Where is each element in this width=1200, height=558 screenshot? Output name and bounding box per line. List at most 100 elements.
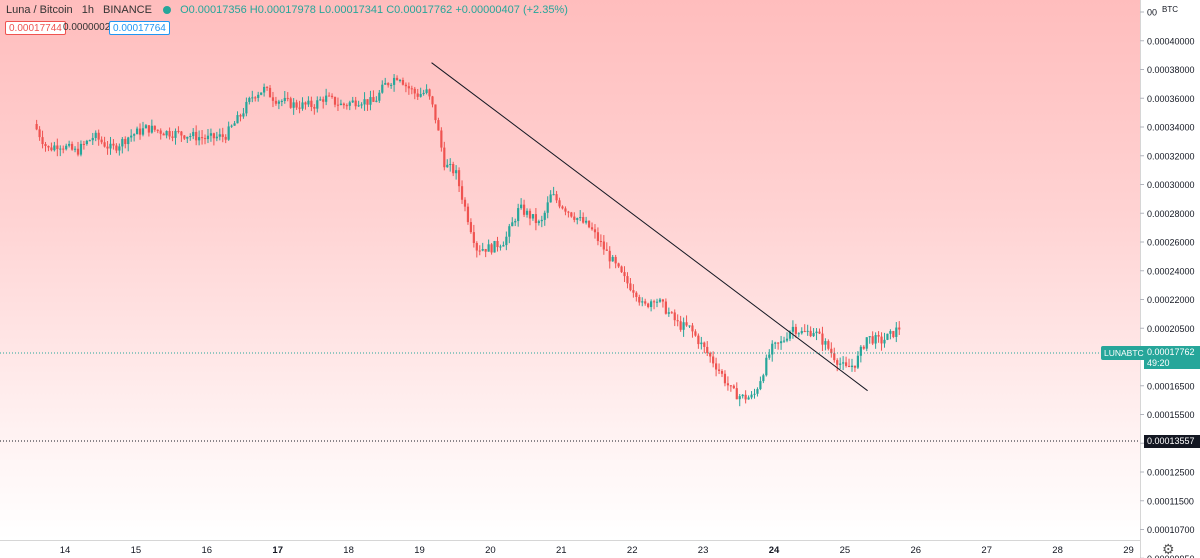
candle-body: [198, 137, 201, 141]
price-tick-label: 0.00038000: [1147, 65, 1195, 75]
candle-body: [703, 342, 706, 347]
candle-body: [818, 331, 821, 334]
candle-body: [522, 204, 526, 215]
change-value: +0.00000407 (+2.35%): [455, 4, 568, 16]
candle-body: [206, 135, 210, 140]
candle-body: [856, 355, 859, 368]
candle-body: [124, 138, 127, 145]
spread-value: 0.00000020: [63, 22, 116, 33]
candle-body: [381, 84, 384, 93]
candle-body: [44, 144, 47, 147]
time-axis[interactable]: [0, 540, 1140, 558]
price-tick-label: 0.00032000: [1147, 151, 1195, 161]
candle-body: [797, 333, 800, 335]
candle-body: [277, 101, 280, 104]
candle-body: [576, 218, 579, 220]
candle-body: [307, 100, 310, 105]
chart-pane[interactable]: [0, 0, 1140, 540]
candle-body: [333, 96, 337, 105]
candle-body: [661, 299, 665, 302]
exchange-label: BINANCE: [103, 4, 152, 16]
candle-body: [525, 210, 529, 215]
candle-body: [537, 221, 540, 224]
price-tick-label: 00: [1147, 8, 1157, 18]
price-axis[interactable]: [1140, 0, 1200, 558]
candle-body: [53, 145, 56, 151]
candle-body: [41, 137, 44, 145]
candle-body: [520, 204, 523, 209]
candle-body: [316, 100, 319, 109]
candle-body: [836, 360, 839, 365]
candle-body: [806, 330, 809, 332]
candle-body: [679, 321, 682, 330]
candle-body: [596, 232, 600, 242]
candle-body: [410, 88, 413, 90]
candle-body: [239, 115, 242, 117]
candle-body: [395, 77, 399, 81]
candle-body: [691, 325, 694, 332]
candle-body: [502, 245, 505, 247]
candle-body: [635, 292, 638, 297]
candle-body: [428, 89, 431, 97]
candle-body: [570, 212, 573, 217]
candle-body: [779, 341, 783, 344]
candle-body: [200, 137, 204, 139]
candle-body: [788, 331, 792, 339]
candle-body: [372, 97, 375, 102]
candle-body: [103, 142, 106, 147]
candle-body: [712, 356, 715, 364]
candle-body: [785, 338, 789, 341]
time-tick-label: 23: [698, 545, 709, 556]
candle-body: [676, 320, 679, 322]
candle-body: [292, 102, 295, 108]
candle-body: [65, 145, 68, 150]
candle-body: [774, 342, 777, 344]
candle-body: [245, 101, 248, 114]
candle-body: [839, 363, 842, 365]
candle-body: [534, 214, 537, 224]
candle-body: [469, 222, 473, 233]
candle-body: [260, 92, 263, 95]
time-tick-label: 27: [981, 545, 992, 556]
low-value: L0.00017341: [318, 4, 384, 16]
candle-body: [328, 95, 331, 97]
candle-body: [434, 104, 437, 121]
candle-body: [73, 148, 77, 150]
candle-body: [91, 137, 94, 141]
candle-body: [859, 346, 862, 356]
candle-body: [650, 301, 653, 308]
gear-icon[interactable]: ⚙: [1162, 541, 1175, 557]
time-tick-label: 20: [485, 545, 496, 556]
price-tick-label: 0.00024000: [1147, 266, 1195, 276]
candle-body: [892, 331, 895, 337]
price-tick-label: 0.00034000: [1147, 123, 1195, 133]
sell-price-button[interactable]: 0.00017744: [5, 21, 66, 35]
market-open-dot-icon: [163, 6, 171, 15]
candle-body: [868, 336, 871, 338]
symbol-name[interactable]: Luna / Bitcoin: [6, 4, 73, 16]
candle-body: [165, 130, 168, 136]
horizontal-line-price-tag: 0.00013557: [1144, 435, 1200, 448]
candle-body: [880, 336, 883, 344]
candle-body: [82, 143, 86, 145]
buy-price-button[interactable]: 0.00017764: [109, 21, 170, 35]
candle-body: [254, 97, 257, 99]
candle-body: [762, 375, 765, 382]
candle-body: [862, 346, 865, 349]
candle-body: [555, 194, 558, 201]
price-tick-label: 0.00009950: [1147, 554, 1195, 558]
candle-body: [782, 340, 786, 342]
candle-body: [741, 394, 744, 397]
price-tick-label: 0.00028000: [1147, 209, 1195, 219]
candle-body: [886, 333, 889, 340]
candle-body: [345, 105, 348, 107]
candle-body: [694, 331, 697, 336]
interval-label[interactable]: 1h: [81, 4, 94, 16]
candle-body: [765, 357, 768, 376]
time-tick-label: 15: [131, 545, 142, 556]
candle-body: [449, 164, 452, 166]
candle-body: [564, 208, 567, 212]
candle-body: [68, 143, 71, 146]
candle-body: [587, 220, 591, 228]
